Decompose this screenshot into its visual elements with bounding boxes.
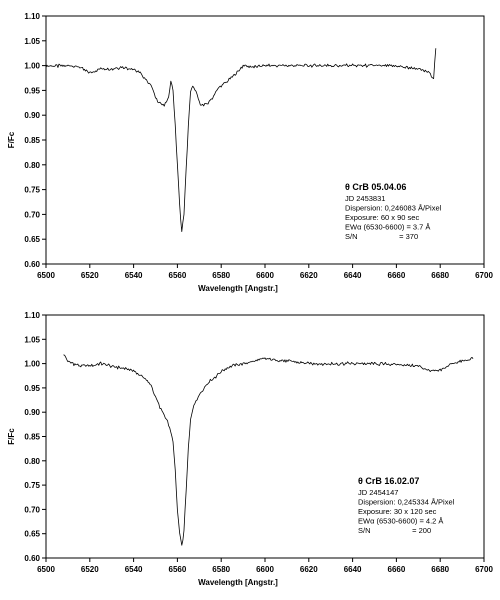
y-tick-label: 1.05 xyxy=(24,335,40,344)
annotation-line: Dispersion: 0,245334 Å/Pixel xyxy=(358,498,455,507)
y-tick-label: 0.90 xyxy=(24,111,40,120)
y-tick-label: 1.00 xyxy=(24,360,40,369)
annotation-line: JD 2454147 xyxy=(358,488,398,497)
y-axis-label: F/Fc xyxy=(7,428,16,445)
y-tick-label: 0.70 xyxy=(24,210,40,219)
x-tick-label: 6560 xyxy=(169,271,187,280)
x-tick-label: 6700 xyxy=(475,271,493,280)
chart-svg: 0.60 0.65 0.70 0.75 0.80 0.85 0.90 0.95 1.00 1.05… xyxy=(7,311,493,587)
annotation-line: Exposure: 60 x 90 sec xyxy=(345,213,419,222)
spectrum-line xyxy=(45,48,437,233)
chart-svg: 0.60 0.65 0.70 0.75 0.80 0.85 0.90 0.95 1.00 1.05… xyxy=(7,12,493,293)
y-tick-label: 0.80 xyxy=(24,161,40,170)
spectrum-chart-2: 0.60 0.65 0.70 0.75 0.80 0.85 0.90 0.95 1.00 1.05… xyxy=(0,299,500,599)
y-tick-label: 0.75 xyxy=(24,186,40,195)
annotation-line: EWα (6530-6600) = 4.2 Å xyxy=(358,517,443,526)
x-axis-label: Wavelength [Angstr.] xyxy=(198,284,278,293)
y-tick-label: 0.60 xyxy=(24,554,40,563)
annotation-line: JD 2453831 xyxy=(345,194,385,203)
x-tick-label: 6620 xyxy=(300,565,318,574)
y-tick-label: 1.10 xyxy=(24,12,40,21)
annotation-line: Dispersion: 0,246083 Å/Pixel xyxy=(345,204,442,213)
y-tick-label: 0.65 xyxy=(24,530,40,539)
y-tick-label: 0.80 xyxy=(24,457,40,466)
y-tick-label: 1.10 xyxy=(24,311,40,320)
x-tick-label: 6520 xyxy=(81,271,99,280)
y-tick-label: 0.60 xyxy=(24,260,40,269)
x-tick-label: 6640 xyxy=(344,271,362,280)
x-tick-label: 6540 xyxy=(125,271,143,280)
x-tick-label: 6560 xyxy=(169,565,187,574)
x-tick-label: 6600 xyxy=(256,565,274,574)
y-tick-label: 0.95 xyxy=(24,86,40,95)
y-tick-label: 0.70 xyxy=(24,505,40,514)
annotation-line: EWα (6530-6600) = 3.7 Å xyxy=(345,223,430,232)
y-tick-label: 0.95 xyxy=(24,384,40,393)
x-tick-label: 6540 xyxy=(125,565,143,574)
x-tick-label: 6580 xyxy=(212,565,230,574)
y-tick-label: 1.00 xyxy=(24,62,40,71)
annotation-line: Exposure: 30 x 120 sec xyxy=(358,507,437,516)
annotation-title: θ CrB 05.04.06 xyxy=(345,182,406,192)
x-tick-label: 6660 xyxy=(388,271,406,280)
annotation-line: S/N = 200 xyxy=(358,526,431,535)
x-tick-label: 6640 xyxy=(344,565,362,574)
spectrum-chart-1: 0.60 0.65 0.70 0.75 0.80 0.85 0.90 0.95 1.00 1.05… xyxy=(7,12,493,293)
x-tick-label: 6660 xyxy=(388,565,406,574)
x-tick-label: 6680 xyxy=(431,565,449,574)
x-tick-label: 6680 xyxy=(431,271,449,280)
x-tick-label: 6600 xyxy=(256,271,274,280)
y-axis-label: F/Fc xyxy=(7,131,16,148)
x-tick-label: 6580 xyxy=(212,271,230,280)
y-tick-label: 0.75 xyxy=(24,481,40,490)
x-tick-label: 6520 xyxy=(81,565,99,574)
x-tick-label: 6700 xyxy=(475,565,493,574)
x-tick-label: 6620 xyxy=(300,271,318,280)
x-tick-label: 6500 xyxy=(37,565,55,574)
x-tick-label: 6500 xyxy=(37,271,55,280)
y-tick-label: 0.65 xyxy=(24,235,40,244)
y-tick-label: 0.90 xyxy=(24,408,40,417)
annotation-line: S/N = 370 xyxy=(345,232,418,241)
x-axis-label: Wavelength [Angstr.] xyxy=(198,578,278,587)
y-tick-label: 0.85 xyxy=(24,433,40,442)
y-tick-label: 0.85 xyxy=(24,136,40,145)
annotation-title: θ CrB 16.02.07 xyxy=(358,476,419,486)
spectrum-line xyxy=(63,354,474,546)
y-tick-label: 1.05 xyxy=(24,37,40,46)
